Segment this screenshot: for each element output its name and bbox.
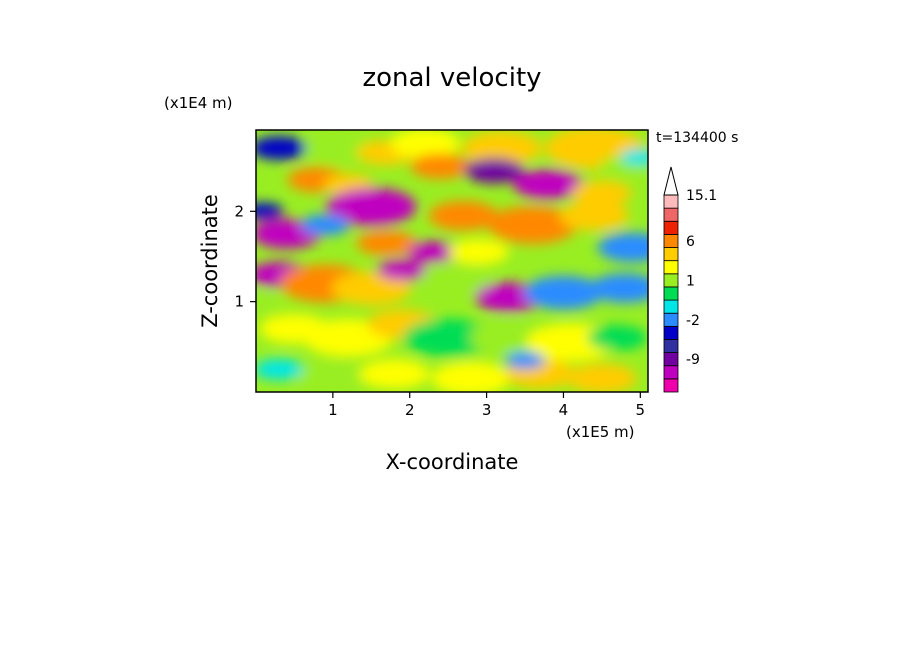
colorbar-segment: [663, 247, 679, 262]
heatmap-cell: [571, 180, 632, 206]
colorbar-tick-label: -9: [686, 352, 700, 368]
heatmap-cell: [620, 148, 648, 166]
colorbar-segment: [663, 220, 679, 235]
x-tick-label: 3: [482, 401, 492, 419]
y-tick-label: 1: [234, 293, 244, 311]
colorbar-tick-label: 6: [686, 234, 695, 250]
colorbar-segment: [663, 339, 679, 354]
x-tick-label: 1: [328, 401, 338, 419]
y-axis: 12: [234, 202, 256, 311]
y-tick-label: 2: [234, 202, 244, 220]
plot-frame: [255, 129, 649, 393]
colorbar-segment: [663, 365, 679, 380]
heatmap-cell: [256, 293, 284, 311]
heatmap-area: [256, 130, 648, 392]
heatmap-cell: [420, 264, 491, 294]
time-label: t=134400 s: [656, 130, 738, 146]
heatmap-cell: [410, 153, 471, 179]
heatmap-cell: [356, 230, 417, 256]
heatmap-cell: [461, 131, 542, 165]
colorbar-segment: [663, 286, 679, 301]
x-axis: 1 2 3 4 5: [328, 392, 645, 419]
colorbar-tick-label: 15.1: [686, 188, 717, 204]
heatmap-cell: [505, 351, 546, 369]
x-unit-label: (x1E5 m): [566, 423, 635, 441]
heatmap-cell: [403, 318, 494, 357]
heatmap-cell: [326, 187, 417, 226]
heatmap-cell: [487, 205, 578, 244]
colorbar-segment: [663, 299, 679, 314]
x-axis-label: X-coordinate: [386, 450, 519, 474]
colorbar-segment: [663, 207, 679, 222]
x-tick-label: 5: [636, 401, 646, 419]
y-unit-label: (x1E4 m): [164, 94, 233, 112]
colorbar-tick-label: 1: [686, 273, 695, 289]
heatmap-cell: [359, 359, 430, 389]
colorbar-extension-arrow: [663, 166, 679, 196]
colorbar-segment: [663, 233, 679, 248]
heatmap-cell: [256, 202, 284, 220]
heatmap-cell: [597, 232, 648, 263]
colorbar-segment: [663, 273, 679, 288]
heatmap-cell: [256, 136, 308, 160]
x-tick-label: 2: [405, 401, 415, 419]
x-tick-label: 4: [559, 401, 569, 419]
heatmap-cell: [566, 363, 637, 392]
colorbar-segment: [663, 260, 679, 275]
heatmap-cell: [559, 201, 630, 231]
heatmap-cell: [523, 275, 604, 310]
heatmap-cell: [448, 239, 509, 265]
colorbar: 15.1 6 1 -2 -9: [663, 166, 717, 393]
heatmap-cell: [390, 130, 461, 159]
heatmap-cell: [431, 361, 512, 392]
heatmap-cell: [331, 271, 412, 306]
heatmap-cell: [256, 358, 305, 380]
heatmap-cell: [407, 241, 458, 263]
colorbar-segment: [663, 352, 679, 367]
heatmap-cell: [589, 273, 648, 303]
colorbar-segment: [663, 378, 679, 393]
colorbar-segment: [663, 194, 679, 209]
colorbar-segment: [663, 325, 679, 340]
heatmap-cell: [587, 325, 648, 351]
heatmap-cell: [513, 169, 584, 200]
heatmap-cell: [300, 214, 351, 236]
heatmap-cell: [428, 201, 499, 231]
heatmap-cell: [464, 157, 525, 184]
y-axis-label: Z-coordinate: [198, 194, 222, 328]
heatmap-cell: [297, 363, 368, 392]
chart-title: zonal velocity: [362, 63, 541, 93]
colorbar-segment: [663, 312, 679, 327]
colorbar-tick-label: -2: [686, 313, 700, 329]
heatmap-cell: [377, 259, 428, 281]
